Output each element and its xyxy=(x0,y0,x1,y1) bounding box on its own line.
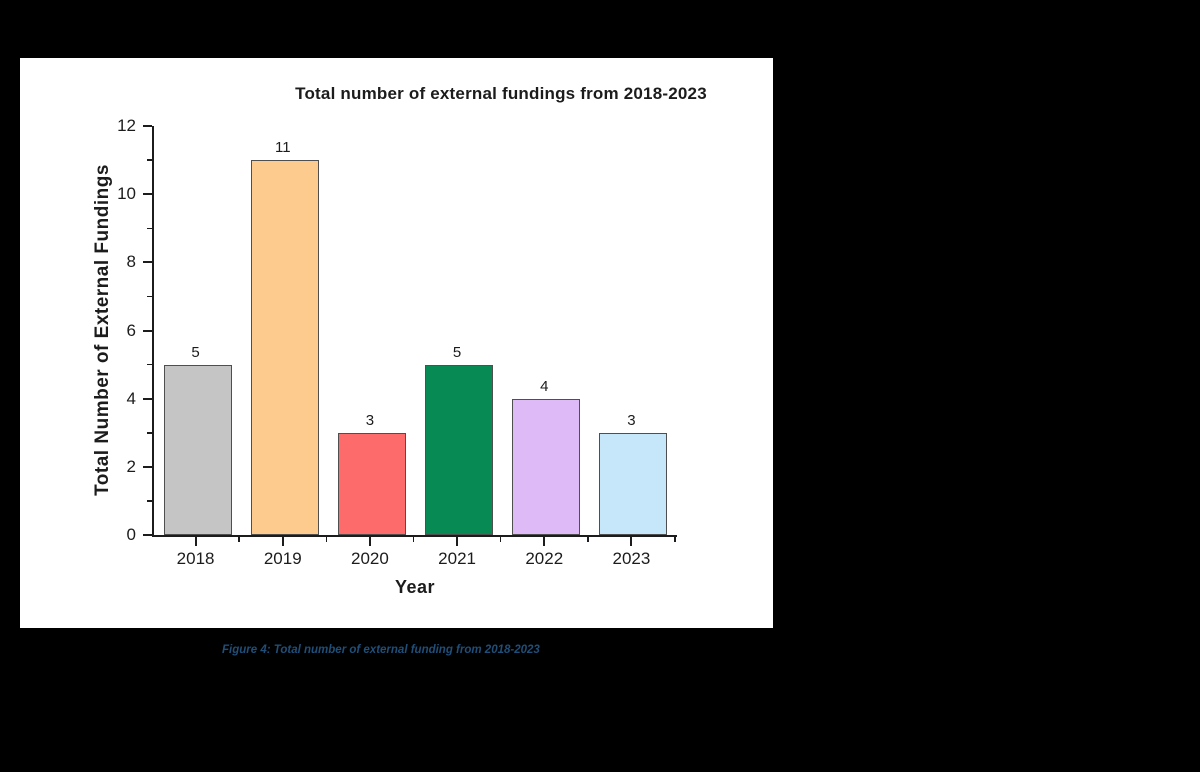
bar-2020 xyxy=(337,432,406,535)
x-tick-label: 2019 xyxy=(263,549,302,568)
bar-value-label: 5 xyxy=(452,343,462,361)
x-axis-title: Year xyxy=(394,577,436,597)
y-major-tick xyxy=(143,261,152,264)
y-minor-tick xyxy=(147,227,152,229)
y-major-tick xyxy=(143,465,152,468)
y-minor-tick xyxy=(147,432,152,434)
bar-2019 xyxy=(250,160,319,535)
bar-value-label: 11 xyxy=(274,139,291,157)
x-major-tick xyxy=(543,537,546,546)
x-minor-tick xyxy=(325,537,328,542)
bar-2023 xyxy=(599,432,668,535)
x-minor-tick xyxy=(238,537,240,542)
y-tick-label: 8 xyxy=(126,252,136,272)
x-major-tick xyxy=(194,537,197,546)
y-major-tick xyxy=(143,329,152,332)
y-tick-label: 12 xyxy=(117,116,136,135)
x-tick-label: 2023 xyxy=(612,549,651,568)
y-major-tick xyxy=(143,397,152,400)
chart-panel: Total number of external fundings from 2… xyxy=(20,58,773,628)
y-tick-label: 4 xyxy=(126,388,136,408)
plot-area xyxy=(152,126,677,537)
bar-value-label: 3 xyxy=(365,411,375,429)
x-minor-tick xyxy=(587,537,589,542)
bar-2022 xyxy=(512,398,581,535)
y-tick-label: 6 xyxy=(126,320,136,340)
bar-value-label: 4 xyxy=(540,377,549,395)
chart-title: Total number of external fundings from 2… xyxy=(295,84,707,103)
figure-caption: Figure 4: Total number of external fundi… xyxy=(222,644,540,656)
x-tick-label: 2021 xyxy=(438,549,476,568)
y-minor-tick xyxy=(147,363,152,366)
x-minor-tick xyxy=(412,537,415,542)
bar-2018 xyxy=(163,364,232,535)
y-major-tick xyxy=(143,125,152,127)
x-minor-tick xyxy=(674,537,676,542)
x-tick-label: 2020 xyxy=(350,549,389,568)
y-tick-label: 0 xyxy=(126,525,136,544)
y-tick-label: 10 xyxy=(117,184,136,204)
x-major-tick xyxy=(456,537,459,546)
y-minor-tick xyxy=(147,159,152,161)
y-tick-label: 2 xyxy=(126,456,136,476)
x-major-tick xyxy=(630,537,633,546)
x-major-tick xyxy=(281,537,284,546)
x-tick-label: 2018 xyxy=(176,549,215,568)
bar-value-label: 5 xyxy=(191,343,200,361)
x-major-tick xyxy=(368,537,371,546)
y-minor-tick xyxy=(147,500,152,502)
y-major-tick xyxy=(143,193,152,196)
x-tick-label: 2022 xyxy=(525,549,564,568)
bar-value-label: 3 xyxy=(627,411,636,429)
x-minor-tick xyxy=(499,537,502,542)
y-major-tick xyxy=(143,534,152,536)
y-minor-tick xyxy=(147,295,152,298)
bar-2021 xyxy=(425,364,494,535)
